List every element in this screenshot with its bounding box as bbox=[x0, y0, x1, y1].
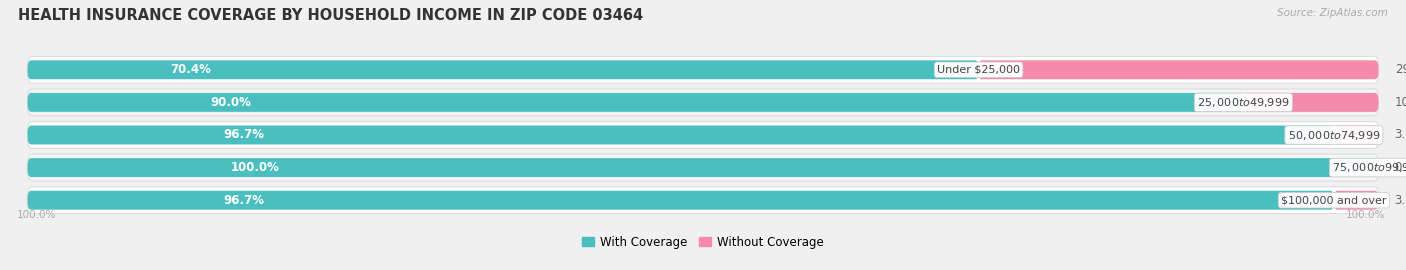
Text: HEALTH INSURANCE COVERAGE BY HOUSEHOLD INCOME IN ZIP CODE 03464: HEALTH INSURANCE COVERAGE BY HOUSEHOLD I… bbox=[18, 8, 644, 23]
Text: 3.3%: 3.3% bbox=[1395, 129, 1406, 141]
FancyBboxPatch shape bbox=[28, 126, 1334, 144]
FancyBboxPatch shape bbox=[1334, 126, 1378, 144]
Text: 0.0%: 0.0% bbox=[1395, 161, 1406, 174]
Text: 29.6%: 29.6% bbox=[1395, 63, 1406, 76]
Text: 90.0%: 90.0% bbox=[209, 96, 250, 109]
Text: 100.0%: 100.0% bbox=[231, 161, 278, 174]
FancyBboxPatch shape bbox=[1243, 93, 1378, 112]
FancyBboxPatch shape bbox=[28, 191, 1334, 210]
FancyBboxPatch shape bbox=[28, 89, 1378, 116]
Text: Source: ZipAtlas.com: Source: ZipAtlas.com bbox=[1277, 8, 1388, 18]
Text: $100,000 and over: $100,000 and over bbox=[1281, 195, 1386, 205]
FancyBboxPatch shape bbox=[28, 187, 1378, 214]
Text: 10.0%: 10.0% bbox=[1395, 96, 1406, 109]
FancyBboxPatch shape bbox=[28, 56, 1378, 83]
Text: 100.0%: 100.0% bbox=[17, 210, 56, 220]
Text: 100.0%: 100.0% bbox=[1346, 210, 1385, 220]
FancyBboxPatch shape bbox=[28, 154, 1378, 181]
Text: $25,000 to $49,999: $25,000 to $49,999 bbox=[1197, 96, 1289, 109]
FancyBboxPatch shape bbox=[28, 158, 1378, 177]
FancyBboxPatch shape bbox=[979, 60, 1378, 79]
FancyBboxPatch shape bbox=[28, 60, 979, 79]
Text: $50,000 to $74,999: $50,000 to $74,999 bbox=[1288, 129, 1381, 141]
Text: $75,000 to $99,999: $75,000 to $99,999 bbox=[1333, 161, 1406, 174]
FancyBboxPatch shape bbox=[28, 93, 1243, 112]
Text: 96.7%: 96.7% bbox=[224, 129, 264, 141]
Text: 96.7%: 96.7% bbox=[224, 194, 264, 207]
Text: 3.3%: 3.3% bbox=[1395, 194, 1406, 207]
Legend: With Coverage, Without Coverage: With Coverage, Without Coverage bbox=[578, 231, 828, 254]
Text: Under $25,000: Under $25,000 bbox=[936, 65, 1021, 75]
FancyBboxPatch shape bbox=[1334, 191, 1378, 210]
FancyBboxPatch shape bbox=[28, 122, 1378, 148]
Text: 70.4%: 70.4% bbox=[170, 63, 211, 76]
